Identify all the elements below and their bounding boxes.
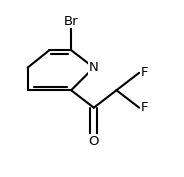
Text: Br: Br	[64, 15, 78, 27]
Text: F: F	[141, 101, 148, 114]
Text: F: F	[141, 66, 148, 79]
Text: O: O	[89, 135, 99, 148]
Text: N: N	[89, 61, 99, 74]
